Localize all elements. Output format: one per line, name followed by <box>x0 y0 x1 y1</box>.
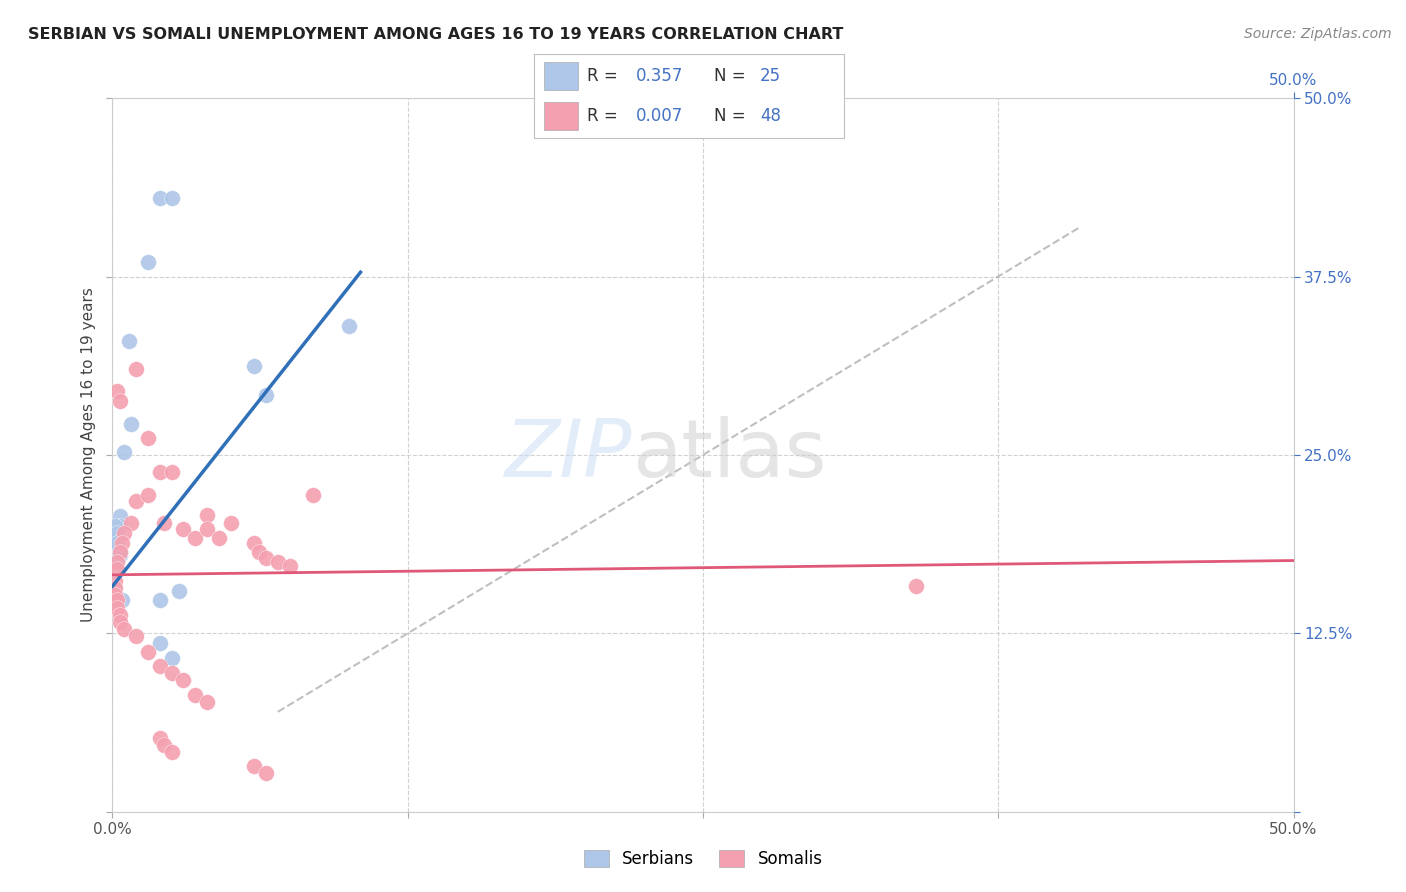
Point <box>105 555 128 569</box>
Point <box>254 550 277 565</box>
Point <box>136 645 159 659</box>
Point <box>160 666 183 681</box>
Point <box>112 526 135 541</box>
Point <box>125 493 148 508</box>
Legend: Serbians, Somalis: Serbians, Somalis <box>576 843 830 875</box>
Point <box>108 509 131 524</box>
Point <box>184 688 207 702</box>
Point <box>125 629 148 643</box>
Point <box>105 600 128 615</box>
Point <box>108 545 131 559</box>
Point <box>149 593 172 607</box>
Point <box>108 615 131 629</box>
Point <box>111 593 134 607</box>
Point <box>111 536 134 550</box>
Point <box>149 636 172 650</box>
Point <box>267 555 290 569</box>
Point <box>112 622 135 636</box>
Point <box>120 516 142 531</box>
Point <box>219 516 242 531</box>
Point <box>254 388 277 402</box>
Point <box>904 579 927 593</box>
Point <box>104 574 127 588</box>
Point <box>105 555 128 569</box>
Text: R =: R = <box>586 107 623 125</box>
FancyBboxPatch shape <box>544 102 578 130</box>
Text: 25: 25 <box>761 67 782 85</box>
Text: 0.007: 0.007 <box>637 107 683 125</box>
Text: R =: R = <box>586 67 623 85</box>
Point <box>247 545 270 559</box>
Point <box>337 319 360 334</box>
Point <box>112 445 135 459</box>
Point <box>243 359 266 374</box>
Text: SERBIAN VS SOMALI UNEMPLOYMENT AMONG AGES 16 TO 19 YEARS CORRELATION CHART: SERBIAN VS SOMALI UNEMPLOYMENT AMONG AGE… <box>28 27 844 42</box>
Point <box>149 191 172 205</box>
Point <box>104 581 127 595</box>
Point <box>105 526 128 541</box>
Text: ZIP: ZIP <box>505 416 633 494</box>
Point <box>136 431 159 445</box>
Point <box>195 522 218 536</box>
Point <box>108 393 131 408</box>
Point <box>108 545 131 559</box>
FancyBboxPatch shape <box>544 62 578 90</box>
Point <box>160 465 183 479</box>
Point <box>125 362 148 376</box>
Point <box>254 766 277 780</box>
Text: 48: 48 <box>761 107 782 125</box>
Point <box>105 593 128 607</box>
Point <box>108 519 131 533</box>
Point <box>172 522 194 536</box>
Point <box>195 508 218 522</box>
Point <box>105 531 128 545</box>
Point <box>160 650 183 665</box>
Point <box>243 536 266 550</box>
Point <box>104 519 127 533</box>
Point <box>105 562 128 576</box>
Text: Source: ZipAtlas.com: Source: ZipAtlas.com <box>1244 27 1392 41</box>
Point <box>136 488 159 502</box>
Point <box>108 548 131 562</box>
Point <box>302 488 325 502</box>
Point <box>120 417 142 431</box>
Point <box>167 583 190 598</box>
Point <box>104 588 127 602</box>
Point <box>105 384 128 398</box>
Point <box>278 559 301 574</box>
Point <box>108 607 131 622</box>
Point <box>172 673 194 688</box>
Point <box>149 659 172 673</box>
Point <box>208 531 231 545</box>
Point <box>243 759 266 773</box>
Y-axis label: Unemployment Among Ages 16 to 19 years: Unemployment Among Ages 16 to 19 years <box>80 287 96 623</box>
Point <box>149 465 172 479</box>
Point <box>153 516 176 531</box>
Point <box>136 255 159 269</box>
Point <box>153 738 176 752</box>
Point <box>118 334 141 348</box>
Point <box>105 536 128 550</box>
Text: 0.357: 0.357 <box>637 67 683 85</box>
Point <box>184 531 207 545</box>
Point <box>160 745 183 759</box>
Point <box>105 541 128 555</box>
Text: N =: N = <box>714 107 751 125</box>
Point <box>160 191 183 205</box>
Point <box>104 550 127 565</box>
Text: atlas: atlas <box>633 416 827 494</box>
Point <box>195 695 218 709</box>
Text: N =: N = <box>714 67 751 85</box>
Point <box>149 731 172 745</box>
